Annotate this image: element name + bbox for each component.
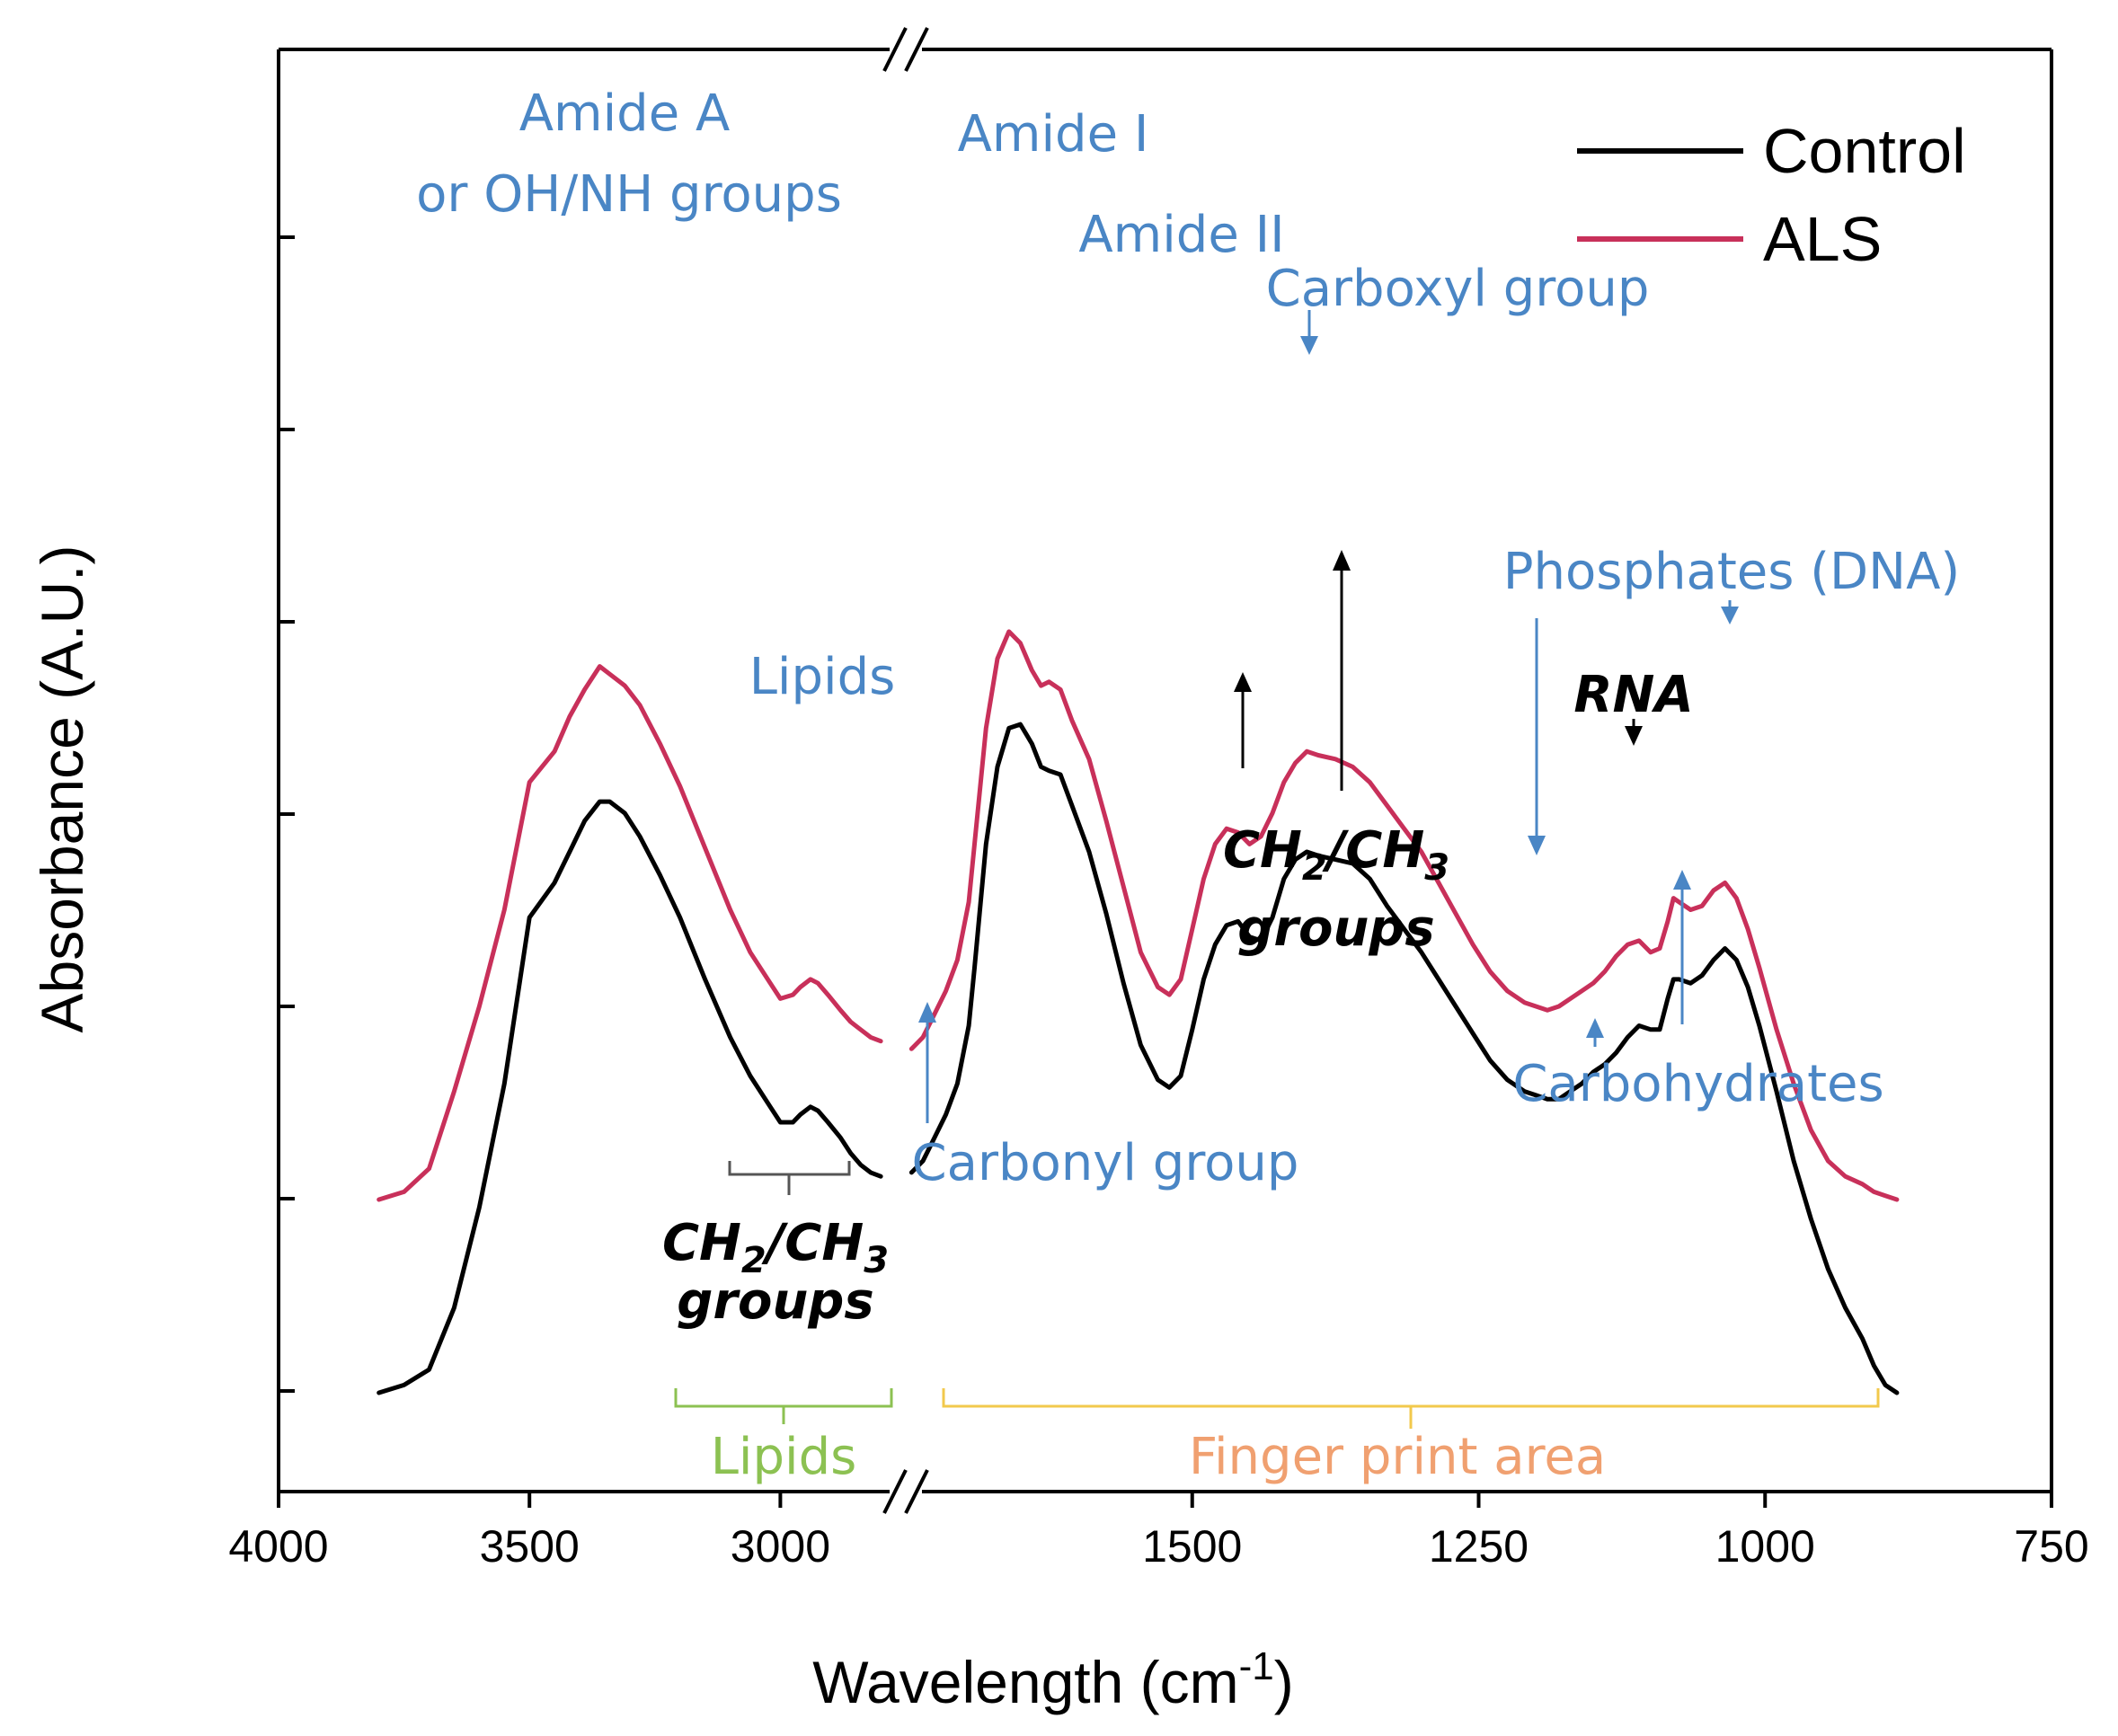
axis-break-mark xyxy=(904,1469,929,1514)
annotation-ch-groups-left: CH2/CH3 xyxy=(662,1214,889,1281)
ch3-text: /CH xyxy=(761,1214,864,1272)
x-tick-labels: 4000 3500 3000 1500 1250 1000 750 xyxy=(228,1521,2088,1572)
arrow-carboxyl xyxy=(1300,310,1318,355)
arrow-carbohydrates-2 xyxy=(1673,870,1691,1024)
annotation-finger-print-area: Finger print area xyxy=(1189,1428,1606,1486)
x-tick-label: 1000 xyxy=(1715,1521,1815,1572)
axis-break-mark xyxy=(882,27,908,72)
subscript-2: 2 xyxy=(1302,847,1327,889)
annotation-oh-nh-groups: or OH/NH groups xyxy=(416,165,842,224)
annotation-ch-groups-right: CH2/CH3 xyxy=(1223,821,1449,889)
annotation-amide-i: Amide I xyxy=(958,105,1149,164)
bracket-finger-print-area xyxy=(942,1388,1880,1429)
x-tick-label: 1500 xyxy=(1142,1521,1242,1572)
annotations: Amide A or OH/NH groups Amide I Amide II… xyxy=(416,84,1960,1486)
series-line-als-segment-2 xyxy=(908,629,1900,1202)
axis-break-mark xyxy=(904,27,929,72)
arrow-rna xyxy=(1625,719,1643,746)
arrow-carbonyl xyxy=(918,1002,936,1123)
annotation-groups-left: groups xyxy=(677,1272,873,1331)
legend-label-control: Control xyxy=(1763,116,1966,186)
annotation-groups-right: groups xyxy=(1237,899,1434,958)
x-tick-label: 4000 xyxy=(228,1521,328,1572)
annotation-rna: RNA xyxy=(1573,666,1693,724)
series-line-als-segment-1 xyxy=(377,664,883,1202)
bracket-lipids-bottom xyxy=(674,1388,893,1424)
series-line-control-segment-2 xyxy=(908,722,1900,1395)
axis-break-mark xyxy=(882,1469,908,1514)
annotation-amide-ii: Amide II xyxy=(1078,206,1284,264)
legend: Control ALS xyxy=(1577,116,1966,274)
annotation-amide-a: Amide A xyxy=(519,84,731,143)
y-axis-title: Absorbance (A.U.) xyxy=(29,545,95,1033)
subscript-3: 3 xyxy=(864,1240,889,1281)
arrow-phosphates-right xyxy=(1721,600,1739,624)
arrow-ch-groups-2 xyxy=(1333,550,1351,791)
annotation-carbonyl-group: Carbonyl group xyxy=(912,1134,1299,1192)
annotation-phosphates-dna: Phosphates (DNA) xyxy=(1503,543,1960,601)
annotation-carbohydrates: Carbohydrates xyxy=(1512,1055,1883,1113)
subscript-3: 3 xyxy=(1424,847,1449,889)
annotation-lipids-top: Lipids xyxy=(749,648,896,706)
annotation-lipids-bottom: Lipids xyxy=(711,1428,857,1486)
x-tick-label: 1250 xyxy=(1429,1521,1529,1572)
x-axis-title-superscript: -1 xyxy=(1239,1644,1274,1688)
arrow-phosphates-left xyxy=(1528,618,1546,855)
x-tick-label: 3500 xyxy=(480,1521,580,1572)
x-axis-title-close: ) xyxy=(1274,1649,1294,1715)
bracket-ch-groups-left xyxy=(728,1161,851,1195)
arrow-carbohydrates-1 xyxy=(1586,1018,1604,1047)
ch3-text: /CH xyxy=(1322,821,1424,880)
x-tick-label: 3000 xyxy=(731,1521,830,1572)
series-line-control-segment-1 xyxy=(377,799,883,1395)
axis-ticks xyxy=(277,235,2053,1508)
annotation-carboxyl-group: Carboxyl group xyxy=(1266,260,1650,318)
legend-label-als: ALS xyxy=(1763,204,1882,274)
arrow-ch-groups-1 xyxy=(1234,672,1252,768)
subscript-2: 2 xyxy=(741,1240,767,1281)
plot-frame xyxy=(277,27,2053,1514)
x-axis-title: Wavelength (cm-1) xyxy=(812,1644,1293,1715)
series-layer xyxy=(377,629,1900,1395)
x-tick-label: 750 xyxy=(2014,1521,2088,1572)
